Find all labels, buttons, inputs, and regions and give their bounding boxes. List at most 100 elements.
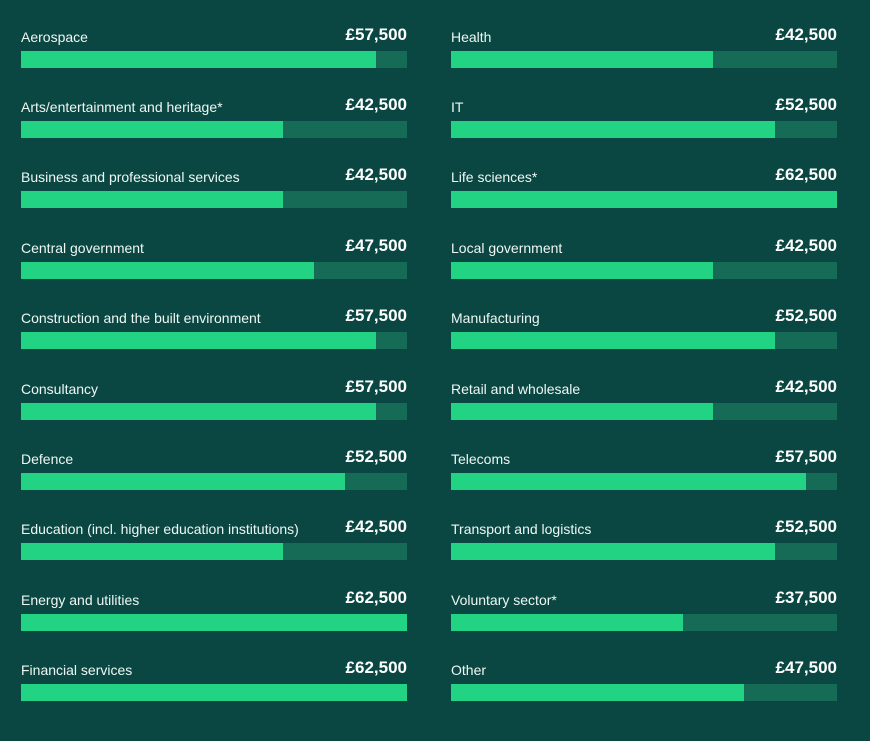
bar-row: Transport and logistics £52,500	[451, 516, 837, 576]
bar-row: Consultancy £57,500	[21, 376, 407, 436]
value-label: £42,500	[345, 517, 407, 536]
value-label: £52,500	[345, 447, 407, 466]
bar-row: Health £42,500	[451, 24, 837, 84]
bar-track	[21, 543, 407, 560]
bar-fill	[21, 262, 315, 279]
bar-track	[451, 684, 837, 701]
category-label: Consultancy	[21, 381, 99, 397]
category-label: Energy and utilities	[21, 592, 140, 608]
bar-fill	[21, 543, 284, 560]
bar-row-header: Local government £42,500	[451, 235, 837, 259]
bar-row: Construction and the built environment £5…	[21, 305, 407, 365]
bar-track	[21, 191, 407, 208]
value-label: £52,500	[775, 95, 837, 114]
value-label: £42,500	[345, 95, 407, 114]
category-label: Local government	[451, 240, 563, 256]
value-label: £62,500	[345, 588, 407, 607]
bar-row-header: Other £47,500	[451, 657, 837, 681]
bar-row-header: Voluntary sector* £37,500	[451, 587, 837, 611]
value-label: £47,500	[345, 236, 407, 255]
bar-row: Retail and wholesale £42,500	[451, 376, 837, 436]
bar-row-header: Health £42,500	[451, 24, 837, 48]
category-label: Telecoms	[451, 451, 511, 467]
category-label: Other	[451, 662, 487, 678]
bar-track	[451, 473, 837, 490]
bar-fill	[451, 332, 776, 349]
bar-row: Life sciences* £62,500	[451, 164, 837, 224]
bar-row-header: Aerospace £57,500	[21, 24, 407, 48]
value-label: £52,500	[775, 306, 837, 325]
bar-row-header: Financial services £62,500	[21, 657, 407, 681]
category-label: Construction and the built environment	[21, 310, 261, 326]
bar-row-header: Manufacturing £52,500	[451, 305, 837, 329]
bar-track	[451, 614, 837, 631]
bar-track	[451, 543, 837, 560]
bar-row: Central government £47,500	[21, 235, 407, 295]
value-label: £42,500	[775, 25, 837, 44]
bar-row: Voluntary sector* £37,500	[451, 587, 837, 647]
bar-row: Energy and utilities £62,500	[21, 587, 407, 647]
bar-fill	[451, 543, 776, 560]
bar-row-header: Retail and wholesale £42,500	[451, 376, 837, 400]
bar-row: Local government £42,500	[451, 235, 837, 295]
category-label: Aerospace	[21, 29, 88, 45]
value-label: £57,500	[345, 377, 407, 396]
bar-row-header: Arts/entertainment and heritage* £42,500	[21, 94, 407, 118]
bar-fill	[21, 614, 407, 631]
bar-track	[21, 684, 407, 701]
value-label: £57,500	[345, 306, 407, 325]
bar-row-header: Telecoms £57,500	[451, 446, 837, 470]
bar-row: Business and professional services £42,50…	[21, 164, 407, 224]
category-label: Transport and logistics	[451, 521, 592, 537]
value-label: £62,500	[775, 165, 837, 184]
value-label: £47,500	[775, 658, 837, 677]
bar-row-header: Business and professional services £42,50…	[21, 164, 407, 188]
bar-fill	[451, 262, 714, 279]
bar-row: Aerospace £57,500	[21, 24, 407, 84]
bar-row-header: IT £52,500	[451, 94, 837, 118]
bar-row-header: Education (incl. higher education instit…	[21, 516, 407, 540]
bar-fill	[451, 191, 837, 208]
bar-track	[451, 121, 837, 138]
bar-row-header: Consultancy £57,500	[21, 376, 407, 400]
bar-row: Financial services £62,500	[21, 657, 407, 717]
bar-row-header: Energy and utilities £62,500	[21, 587, 407, 611]
bar-fill	[21, 403, 377, 420]
value-label: £42,500	[345, 165, 407, 184]
bar-fill	[21, 332, 377, 349]
bar-track	[451, 262, 837, 279]
bar-row: Manufacturing £52,500	[451, 305, 837, 365]
value-label: £42,500	[775, 236, 837, 255]
bar-row-header: Transport and logistics £52,500	[451, 516, 837, 540]
value-label: £37,500	[775, 588, 837, 607]
bar-fill	[21, 191, 284, 208]
category-label: Retail and wholesale	[451, 381, 581, 397]
bar-track	[21, 473, 407, 490]
category-label: Defence	[21, 451, 74, 467]
bar-fill	[21, 684, 407, 701]
category-label: Education (incl. higher education instit…	[21, 521, 299, 537]
bar-row-header: Central government £47,500	[21, 235, 407, 259]
bar-fill	[451, 684, 745, 701]
category-label: Life sciences*	[451, 169, 538, 185]
value-label: £57,500	[775, 447, 837, 466]
bar-fill	[451, 51, 714, 68]
category-label: Arts/entertainment and heritage*	[21, 99, 223, 115]
bar-track	[451, 51, 837, 68]
category-label: Manufacturing	[451, 310, 540, 326]
bar-track	[21, 332, 407, 349]
category-label: Health	[451, 29, 492, 45]
bar-track	[451, 191, 837, 208]
bar-row: IT £52,500	[451, 94, 837, 154]
category-label: Voluntary sector*	[451, 592, 557, 608]
bar-track	[451, 403, 837, 420]
bar-row-header: Defence £52,500	[21, 446, 407, 470]
bar-track	[21, 121, 407, 138]
bar-row: Education (incl. higher education instit…	[21, 516, 407, 576]
value-label: £62,500	[345, 658, 407, 677]
category-label: IT	[451, 99, 464, 115]
bar-track	[21, 403, 407, 420]
bar-track	[21, 51, 407, 68]
bar-row: Arts/entertainment and heritage* £42,500	[21, 94, 407, 154]
bar-row: Defence £52,500	[21, 446, 407, 506]
